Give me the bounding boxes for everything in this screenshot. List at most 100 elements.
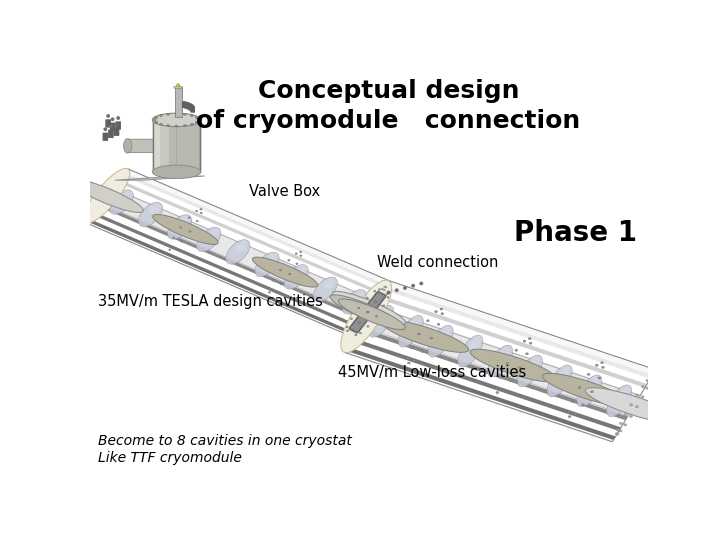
Polygon shape [351,338,621,431]
Polygon shape [382,286,652,379]
Ellipse shape [195,121,198,123]
Ellipse shape [272,280,274,281]
Ellipse shape [384,286,387,288]
Ellipse shape [338,299,405,329]
Ellipse shape [155,117,158,119]
Polygon shape [101,188,375,315]
Ellipse shape [174,247,175,249]
Ellipse shape [167,125,169,127]
Ellipse shape [184,113,186,115]
Ellipse shape [374,291,376,292]
Ellipse shape [458,335,483,367]
Ellipse shape [381,288,383,290]
Ellipse shape [359,322,361,323]
Ellipse shape [428,325,453,357]
Text: Weld connection: Weld connection [377,255,499,270]
FancyBboxPatch shape [169,120,177,172]
Ellipse shape [196,220,198,222]
Ellipse shape [649,380,652,383]
Ellipse shape [366,312,368,313]
Ellipse shape [487,345,513,377]
Ellipse shape [588,373,590,375]
Ellipse shape [518,367,521,369]
Ellipse shape [182,101,186,104]
Ellipse shape [346,330,348,332]
Ellipse shape [149,205,160,214]
Ellipse shape [650,377,653,379]
Ellipse shape [418,333,420,335]
Ellipse shape [374,301,377,303]
Text: Become to 8 cavities in one cryostat
Like TTF cryomodule: Become to 8 cavities in one cryostat Lik… [99,434,352,464]
Ellipse shape [138,202,163,227]
Ellipse shape [470,349,557,382]
Ellipse shape [419,281,423,285]
Ellipse shape [624,414,627,416]
Ellipse shape [207,230,218,239]
FancyBboxPatch shape [153,120,177,172]
Ellipse shape [526,353,528,355]
Polygon shape [92,212,356,327]
Ellipse shape [153,119,156,121]
Ellipse shape [567,411,570,413]
Ellipse shape [280,283,282,285]
Ellipse shape [629,415,632,417]
Ellipse shape [372,299,374,301]
Ellipse shape [176,84,180,87]
Ellipse shape [642,386,644,388]
Ellipse shape [377,293,379,294]
Ellipse shape [351,328,353,330]
Polygon shape [377,295,647,388]
Ellipse shape [469,339,480,350]
Ellipse shape [84,168,130,223]
Ellipse shape [619,422,622,424]
Ellipse shape [116,116,120,120]
Ellipse shape [498,348,510,360]
Ellipse shape [439,329,450,340]
Ellipse shape [649,376,652,379]
Ellipse shape [70,179,143,212]
Ellipse shape [195,117,198,119]
Ellipse shape [380,294,382,296]
Ellipse shape [360,314,362,315]
Ellipse shape [174,86,182,89]
Ellipse shape [355,326,357,328]
Ellipse shape [600,362,603,364]
Ellipse shape [366,297,369,299]
Ellipse shape [398,315,423,347]
Ellipse shape [359,321,361,323]
Ellipse shape [109,124,113,128]
Ellipse shape [351,328,354,330]
Polygon shape [345,353,613,442]
Ellipse shape [324,280,335,289]
Ellipse shape [114,123,119,126]
Ellipse shape [120,192,130,201]
Ellipse shape [191,106,194,109]
Ellipse shape [353,292,364,301]
Polygon shape [122,173,387,288]
Ellipse shape [359,332,361,334]
Ellipse shape [153,165,201,179]
Ellipse shape [523,340,526,342]
Ellipse shape [175,113,178,115]
Ellipse shape [180,227,182,228]
Ellipse shape [379,293,381,294]
Polygon shape [111,188,375,302]
Ellipse shape [615,433,618,435]
Ellipse shape [226,240,250,264]
Ellipse shape [384,286,386,288]
Polygon shape [125,168,390,285]
Ellipse shape [236,242,247,252]
FancyBboxPatch shape [102,133,108,141]
Ellipse shape [501,389,504,391]
Ellipse shape [366,306,368,308]
Ellipse shape [636,406,639,408]
Ellipse shape [191,114,193,117]
Polygon shape [117,180,382,294]
Ellipse shape [197,119,199,121]
Ellipse shape [506,362,509,365]
Ellipse shape [624,424,626,426]
Ellipse shape [181,240,183,242]
Ellipse shape [173,237,175,239]
Ellipse shape [510,380,512,382]
Ellipse shape [197,227,221,252]
